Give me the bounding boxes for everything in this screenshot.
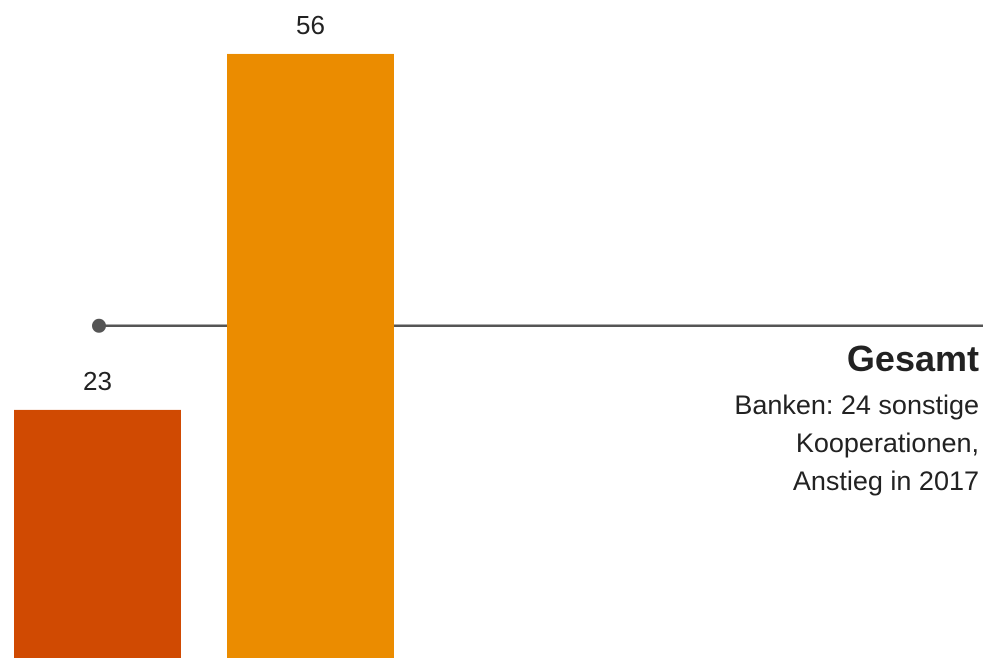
data-label-2: 56	[296, 10, 325, 40]
annotation-line: Kooperationen,	[795, 428, 979, 458]
bar-2	[227, 53, 394, 658]
annotation-line: Banken: 24 sonstige	[734, 390, 979, 420]
annotation-line: Anstieg in 2017	[792, 466, 979, 496]
bar-1	[14, 409, 181, 658]
reference-line-marker	[92, 318, 106, 333]
data-label-1: 23	[83, 366, 112, 396]
annotation: Gesamt Banken: 24 sonstige Kooperationen…	[579, 332, 979, 500]
annotation-body: Banken: 24 sonstige Kooperationen, Ansti…	[579, 386, 979, 500]
annotation-title: Gesamt	[846, 338, 979, 379]
